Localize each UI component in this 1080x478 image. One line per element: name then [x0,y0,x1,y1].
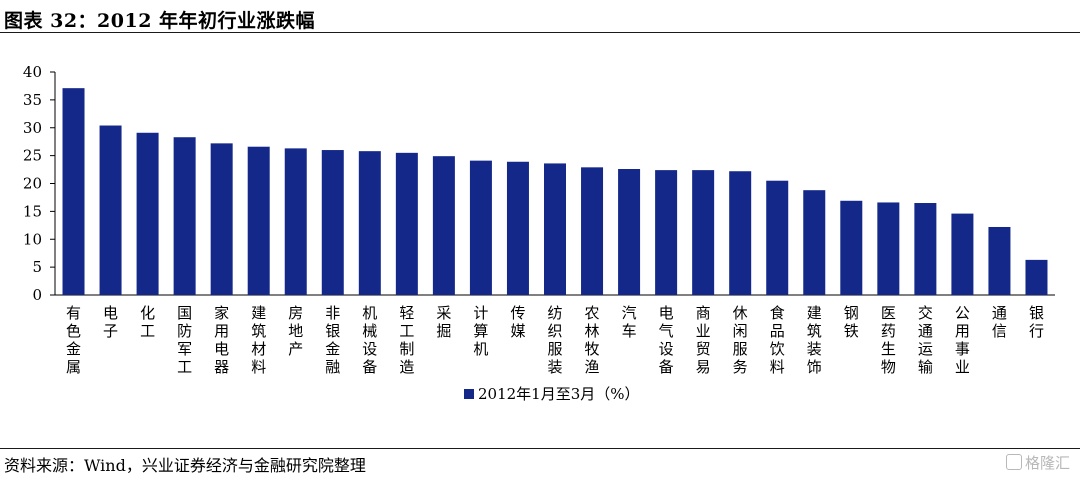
x-tick-label: 电子 [103,304,118,340]
x-tick-label: 建筑装饰 [807,304,822,376]
y-tick-label: 0 [32,286,42,304]
x-tick-label: 休闲服务 [733,304,748,376]
bar [321,150,344,295]
y-tick-label: 15 [23,202,42,220]
x-tick-label: 交通运输 [918,304,933,376]
watermark: 格隆汇 [1005,452,1070,473]
bar [988,226,1011,295]
x-tick-label: 银行 [1029,304,1044,340]
bars [62,88,1048,296]
x-tick-label: 商业贸易 [696,304,711,376]
x-tick-label: 医药生物 [881,304,896,376]
x-tick-label: 通信 [992,304,1007,340]
watermark-logo-icon [1005,454,1022,470]
y-tick-label: 40 [23,63,42,81]
bar [729,171,752,295]
bar [247,146,270,295]
bar [877,202,900,295]
bar [914,203,937,295]
x-tick-label: 传媒 [510,304,525,340]
bar [766,180,789,295]
x-tick-label: 计算机 [473,304,488,358]
bar [506,161,529,295]
x-tick-label: 房地产 [288,304,303,358]
legend-label: 2012年1月至3月（%） [478,385,640,403]
x-tick-label: 建筑材料 [251,304,266,376]
x-tick-label: 机械设备 [362,304,377,376]
y-tick-label: 35 [23,91,42,109]
bar [136,132,159,295]
source-note: 资料来源：Wind，兴业证券经济与金融研究院整理 [4,456,366,475]
bar [803,190,826,295]
x-tick-label: 农林牧渔 [585,304,600,376]
y-tick-label: 30 [23,119,42,137]
bar [99,125,122,296]
bar [951,213,974,295]
figure-title: 图表 32：2012 年年初行业涨跌幅 [4,10,316,32]
bar [284,148,307,295]
bar [655,170,678,295]
source-rule [0,448,1080,449]
x-tick-label: 食品饮料 [770,304,785,376]
bar [62,88,85,295]
bar [1025,259,1048,295]
x-tick-label: 纺织服装 [547,304,562,376]
bar [432,156,455,295]
bar [358,151,381,295]
x-tick-label: 国防军工 [177,304,192,376]
y-tick-label: 20 [23,175,42,193]
y-tick-label: 25 [23,147,42,165]
x-tick-label: 家用电器 [214,304,229,376]
watermark-text: 格隆汇 [1024,454,1070,472]
x-tick-label: 化工 [140,304,155,340]
bar [210,143,233,295]
x-tick-label: 钢铁 [844,304,859,340]
x-tick-label: 轻工制造 [399,304,414,376]
bar [544,163,566,295]
bar [618,169,641,295]
x-tick-label: 电气设备 [659,304,674,376]
x-tick-label: 采掘 [436,304,451,340]
legend-swatch [464,389,474,399]
bar [581,167,604,295]
y-tick-label: 10 [23,230,42,248]
bar [469,160,492,295]
bar [173,137,196,295]
title-rule [0,32,1080,33]
x-tick-label: 汽车 [622,304,637,340]
legend: 2012年1月至3月（%） [464,385,640,403]
bar [395,152,418,295]
x-tick-label: 有色金属 [66,304,81,376]
x-tick-label: 公用事业 [955,304,970,376]
bar [692,170,715,295]
x-tick-label: 非银金融 [325,304,340,376]
y-tick-label: 5 [32,258,42,276]
bar [840,200,863,295]
